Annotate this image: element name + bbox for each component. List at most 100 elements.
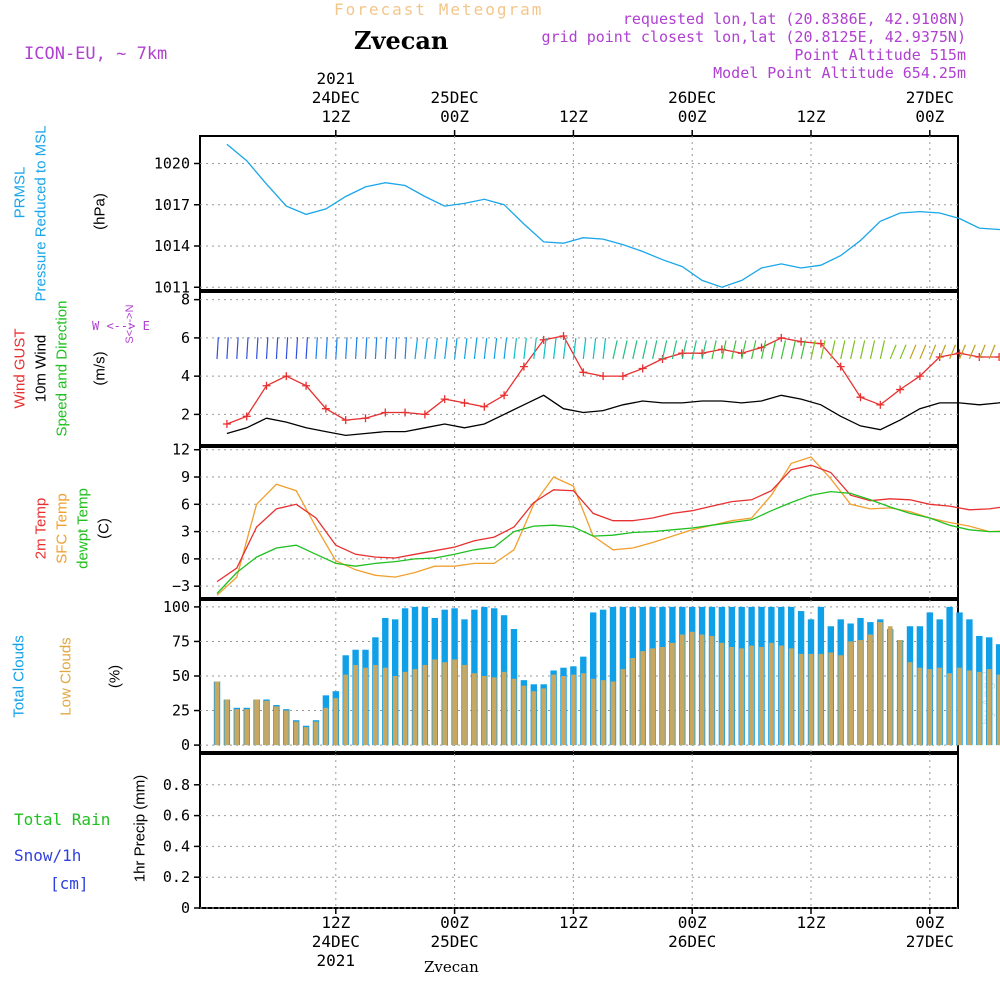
gust-marker	[698, 349, 707, 358]
low-cloud-bar	[283, 710, 289, 746]
wind-direction-arrow	[384, 337, 388, 359]
wind-direction-arrow	[909, 344, 917, 360]
wind-direction-arrow	[612, 340, 618, 360]
gust-marker	[341, 416, 350, 425]
gust-marker	[519, 362, 528, 371]
y-tick-label: 0.6	[163, 807, 190, 825]
low-cloud-bar	[996, 674, 1000, 746]
time-axis-bottom-label: 24DEC	[312, 932, 360, 951]
y-tick-label: 6	[181, 495, 190, 513]
gust-marker	[401, 408, 410, 417]
low-cloud-bar	[481, 676, 487, 746]
time-axis-top-label: 12Z	[797, 107, 826, 126]
y-tick-label: 0.2	[163, 868, 190, 886]
low-cloud-bar	[778, 645, 784, 746]
low-cloud-bar	[759, 646, 764, 746]
low-cloud-bar	[769, 642, 774, 746]
time-axis-bottom-label: 12Z	[797, 913, 826, 932]
y-tick-label: 4	[181, 367, 190, 385]
wind-direction-arrow	[533, 337, 537, 360]
gust-marker	[420, 410, 429, 419]
low-cloud-bar	[739, 648, 745, 746]
low-cloud-bar	[877, 622, 883, 746]
low-cloud-bar	[274, 706, 279, 746]
gust-marker	[361, 414, 370, 423]
gust-marker	[579, 368, 588, 377]
low-cloud-bar	[521, 685, 527, 746]
wind-direction-arrow	[820, 340, 826, 360]
low-cloud-bar	[353, 664, 358, 746]
wind-direction-arrow	[226, 337, 229, 359]
wind-direction-arrow	[444, 337, 448, 360]
temp2m-line	[216, 464, 1000, 583]
wind-direction-arrow	[919, 344, 927, 360]
wind-direction-arrow	[701, 340, 707, 360]
time-axis-top-label: 25DEC	[431, 88, 479, 107]
wind-direction-arrow	[721, 340, 727, 360]
wind-direction-arrow	[691, 340, 697, 360]
low-cloud-bar	[957, 667, 962, 746]
time-axis-bottom-label: 00Z	[440, 913, 469, 932]
wind-direction-arrow	[364, 337, 368, 359]
wind-direction-arrow	[483, 337, 488, 360]
total-cloud-bar	[491, 608, 498, 746]
wind-direction-arrow	[434, 337, 438, 360]
y-tick-label: 12	[172, 441, 190, 459]
wind-direction-arrow	[315, 337, 318, 359]
low-cloud-bar	[333, 698, 339, 746]
low-cloud-bar	[531, 691, 537, 746]
low-cloud-bar	[392, 676, 398, 746]
wind-direction-arrow	[553, 337, 557, 360]
sfc-temp-line	[216, 456, 1000, 596]
low-cloud-bar	[729, 646, 735, 746]
wind-direction-arrow	[256, 337, 259, 359]
low-cloud-bar	[808, 653, 814, 746]
low-cloud-bar	[788, 648, 794, 746]
time-axis-bottom-label: 00Z	[915, 913, 944, 932]
gust-marker	[816, 339, 825, 348]
gridpoint-coords: grid point closest lon,lat (20.8125E, 42…	[541, 28, 966, 46]
dewpt-line	[216, 490, 1000, 594]
wind-direction-arrow	[949, 344, 957, 360]
gust-marker	[222, 419, 231, 428]
gust-marker	[836, 362, 845, 371]
total-cloud-bar	[599, 609, 607, 746]
y-tick-label: −3	[172, 577, 190, 595]
wind-direction-arrow	[958, 344, 966, 360]
gust-line	[226, 335, 1000, 425]
gust-marker	[381, 408, 390, 417]
low-cloud-bar	[293, 721, 299, 746]
time-axis-top-label: 26DEC	[668, 88, 716, 107]
footer-location: Zvecan	[424, 958, 479, 976]
low-cloud-bar	[907, 662, 913, 746]
y-tick-label: 9	[181, 468, 190, 486]
low-cloud-bar	[254, 699, 259, 746]
low-cloud-bar	[561, 676, 566, 746]
gust-marker	[440, 395, 449, 404]
y-tick-label: 0	[181, 550, 190, 568]
low-cloud-bar	[709, 635, 715, 746]
low-cloud-bar	[234, 709, 240, 746]
wind-direction-arrow	[681, 340, 688, 360]
gust-marker	[678, 349, 687, 358]
gust-marker	[995, 353, 1000, 362]
low-cloud-bar	[600, 680, 606, 746]
precip-rain-label: Total Rain	[14, 810, 111, 829]
low-cloud-bar	[986, 669, 992, 746]
wind-direction-arrow	[879, 340, 886, 360]
gust-marker	[559, 331, 568, 340]
y-tick-label: 0.4	[163, 837, 190, 855]
panel-frame	[199, 446, 959, 599]
wind-direction-arrow	[622, 340, 628, 360]
low-cloud-bar	[571, 674, 576, 746]
wind-direction-arrow	[424, 337, 428, 360]
compass-we: W <--> E	[92, 319, 150, 333]
low-cloud-bar	[838, 655, 844, 746]
time-axis-bottom-label: 12Z	[321, 913, 350, 932]
wind-direction-arrow	[335, 337, 338, 359]
gust-marker	[935, 353, 944, 362]
low-cloud-bar	[630, 658, 636, 746]
wind-direction-arrow	[325, 337, 328, 359]
y-tick-label: 1020	[154, 155, 190, 173]
wind-direction-arrow	[394, 337, 398, 359]
